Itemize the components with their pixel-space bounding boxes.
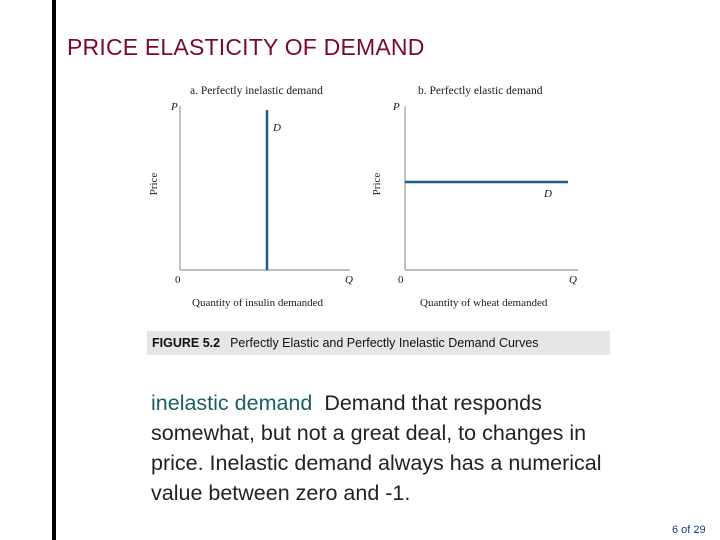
panel-a-title: a. Perfectly inelastic demand <box>190 85 323 97</box>
panel-a-y-label: Price <box>148 173 160 196</box>
definition-text: Demand that responds somewhat, but not a… <box>151 391 602 505</box>
page-number: 6 of 29 <box>672 524 706 536</box>
left-vertical-rule <box>52 0 56 540</box>
panel-b-y-symbol: P <box>392 101 400 113</box>
figure-caption: FIGURE 5.2 Perfectly Elastic and Perfect… <box>147 331 610 355</box>
panel-b-curve-label: D <box>543 188 552 200</box>
panel-b: b. Perfectly elastic demand P Price D 0 … <box>371 85 578 309</box>
panel-b-x-symbol: Q <box>569 274 577 286</box>
panel-a: a. Perfectly inelastic demand P Price D … <box>148 85 353 309</box>
slide-title: PRICE ELASTICITY OF DEMAND <box>67 34 425 60</box>
definition-paragraph: inelastic demand Demand that responds so… <box>151 388 621 508</box>
panel-a-x-label: Quantity of insulin demanded <box>192 297 324 309</box>
definition-term: inelastic demand <box>151 391 313 415</box>
panel-a-curve-label: D <box>272 122 281 134</box>
elasticity-figure: a. Perfectly inelastic demand P Price D … <box>148 85 578 309</box>
panel-b-x-label: Quantity of wheat demanded <box>420 297 548 309</box>
figure-caption-text: Perfectly Elastic and Perfectly Inelasti… <box>230 336 539 350</box>
panel-a-x-symbol: Q <box>345 274 353 286</box>
panel-a-y-symbol: P <box>170 101 178 113</box>
panel-b-title: b. Perfectly elastic demand <box>418 85 543 97</box>
figure-caption-label: FIGURE 5.2 <box>152 336 221 350</box>
panel-b-y-label: Price <box>371 173 383 196</box>
panel-a-origin: 0 <box>175 274 181 286</box>
panel-b-origin: 0 <box>398 274 404 286</box>
